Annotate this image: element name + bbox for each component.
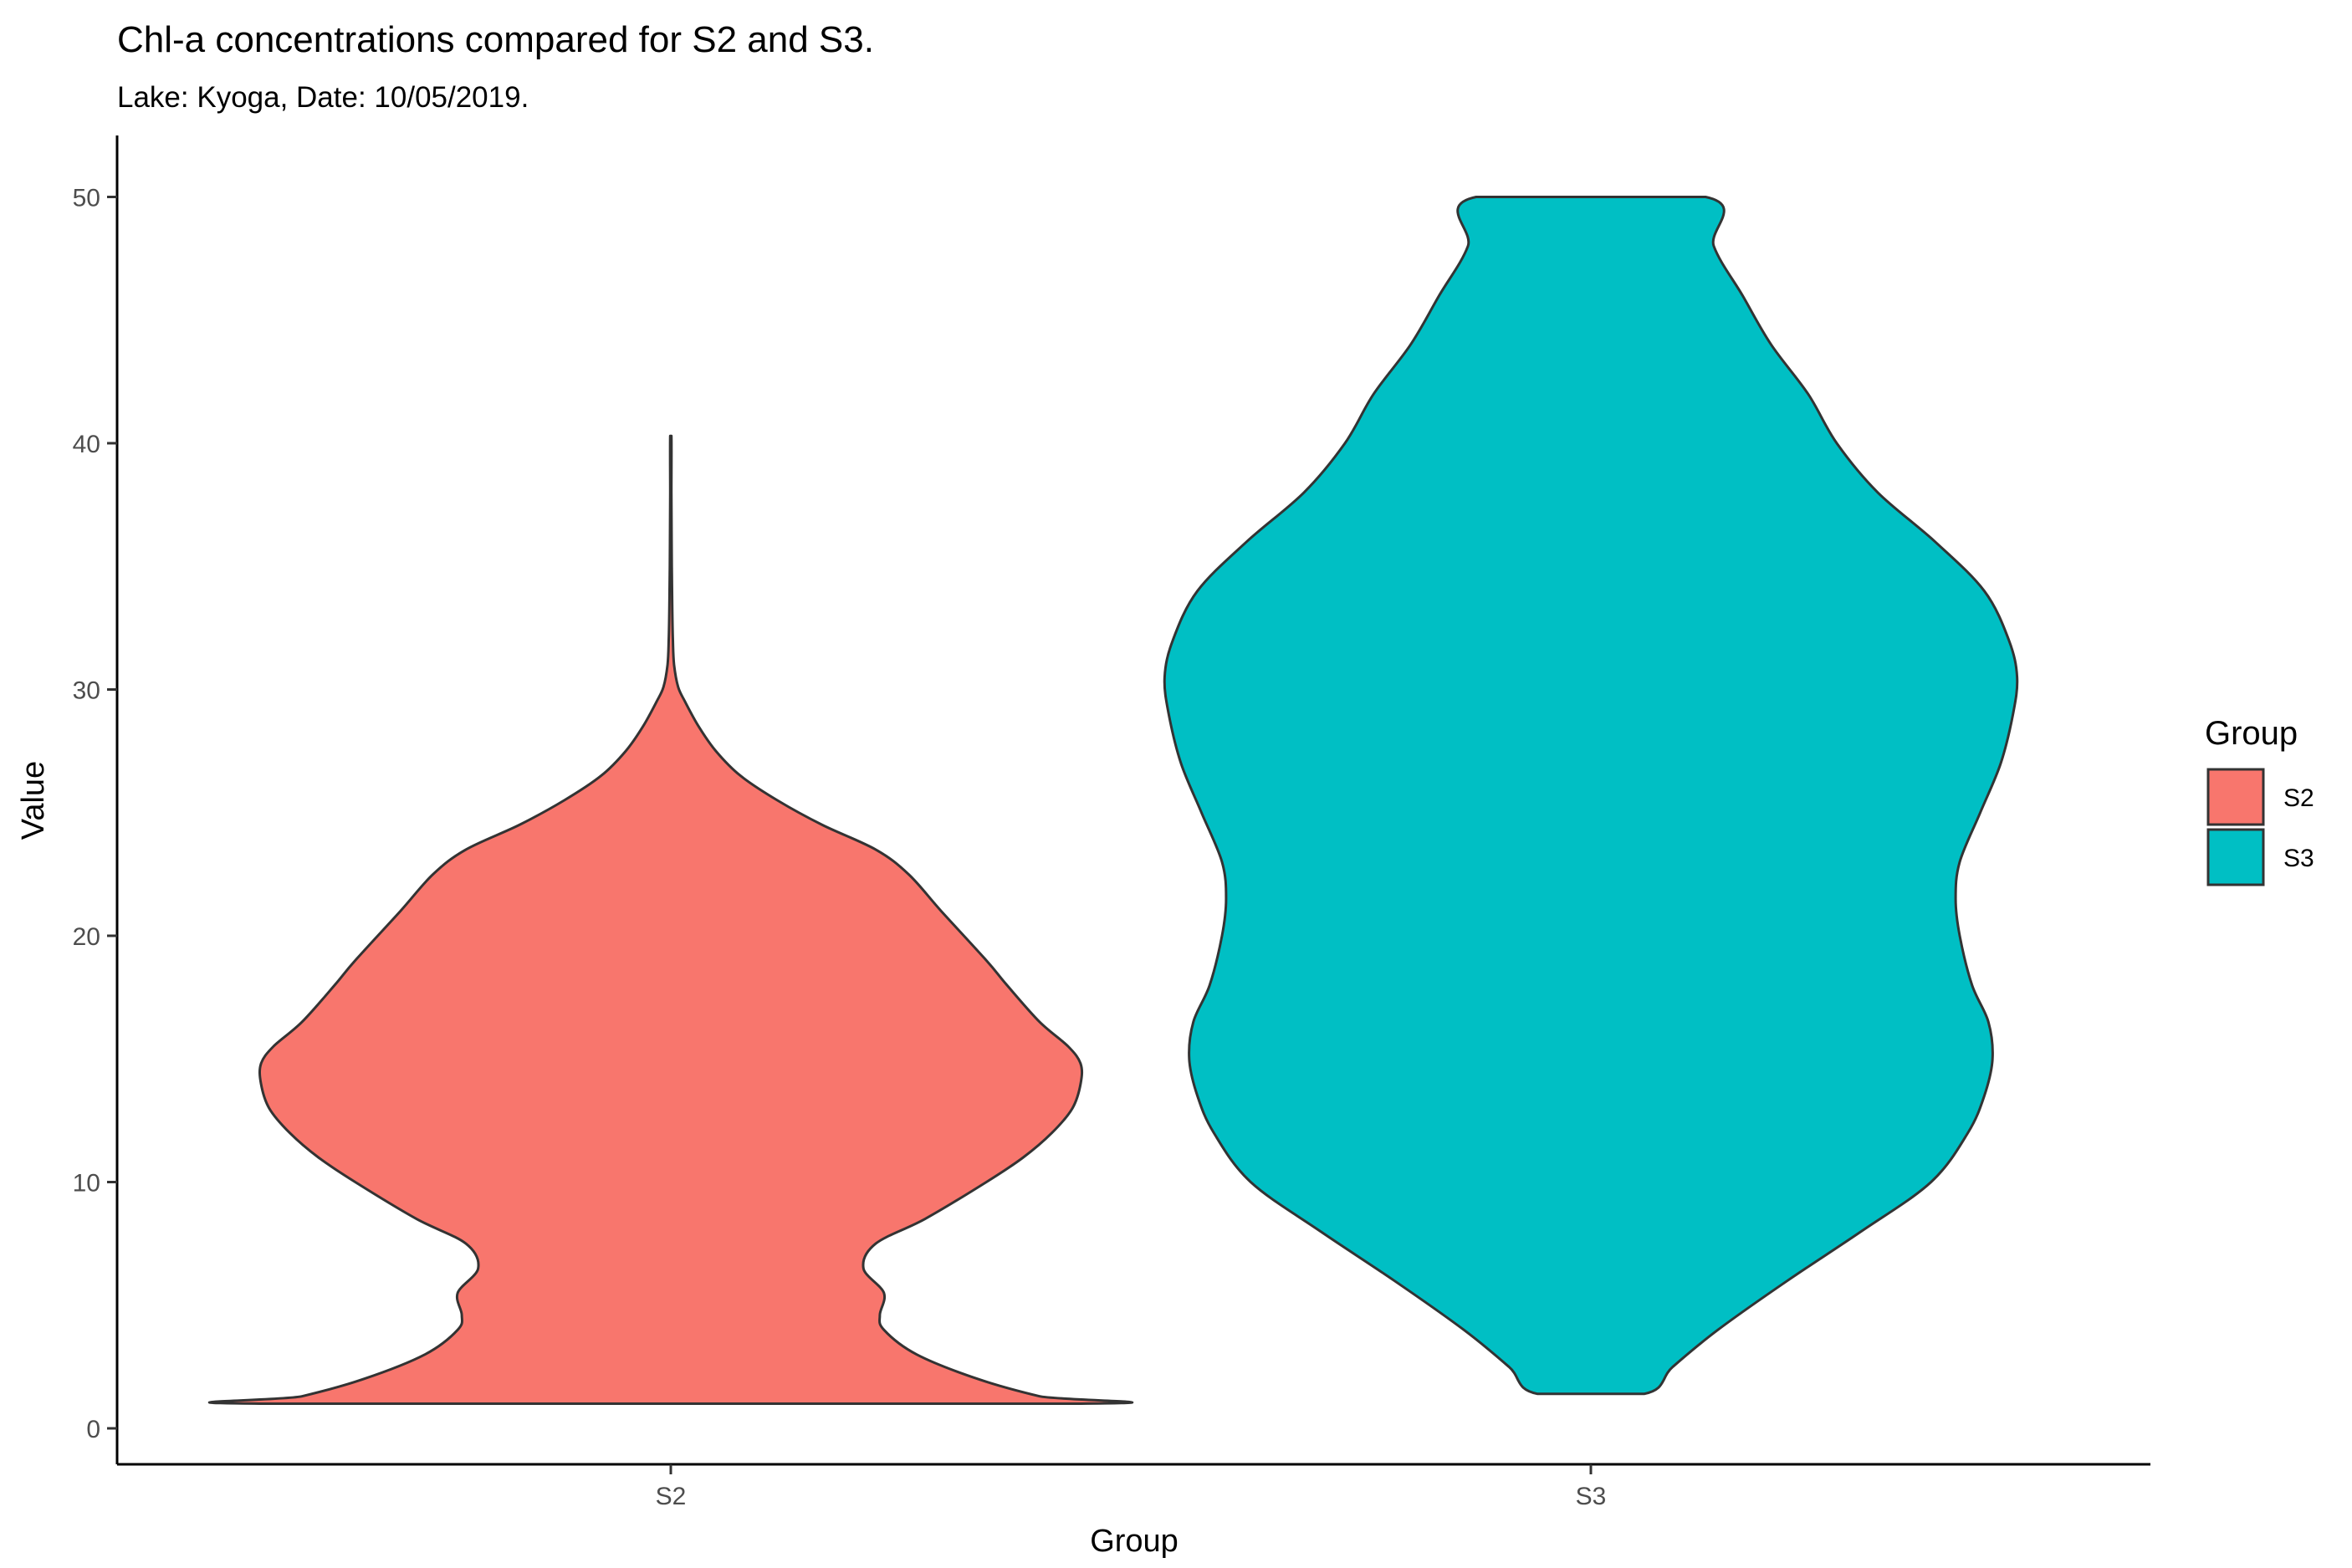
y-axis-title: Value [16,761,51,840]
y-tick-label: 20 [73,923,100,951]
violins-layer [208,196,2019,1405]
legend-label-s3: S3 [2283,845,2314,872]
violin-s3 [1163,196,2019,1396]
y-tick-label: 40 [73,431,100,458]
y-ticks: 0 10 20 30 40 50 [73,185,117,1443]
x-tick-label: S3 [1576,1483,1607,1510]
chart-title: Chl-a concentrations compared for S2 and… [117,19,874,60]
x-axis-title: Group [1090,1524,1179,1559]
y-tick-label: 30 [73,677,100,705]
y-tick-label: 10 [73,1170,100,1198]
x-tick-label: S2 [656,1483,687,1510]
violin-s2 [208,434,1133,1405]
x-ticks: S2 S3 [656,1464,1607,1510]
legend-label-s2: S2 [2283,784,2314,812]
y-tick-label: 50 [73,185,100,212]
y-tick-label: 0 [86,1416,100,1443]
legend: Group S2 S3 [2205,715,2314,886]
legend-key-s3 [2206,828,2265,886]
legend-key-s2 [2206,768,2265,826]
chart-subtitle: Lake: Kyoga, Date: 10/05/2019. [117,81,529,114]
legend-title: Group [2205,715,2298,752]
